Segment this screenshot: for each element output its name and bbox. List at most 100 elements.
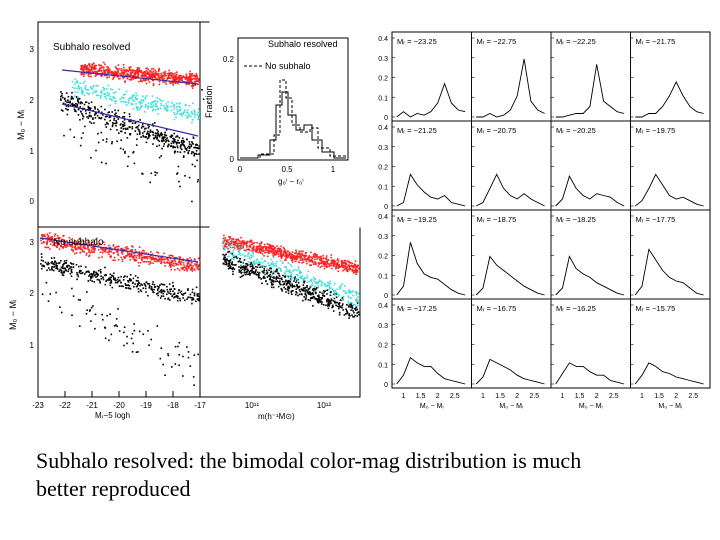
scatter-point-red (149, 74, 151, 76)
scatter-point-cyan (275, 263, 277, 265)
scatter-point-red (84, 68, 86, 71)
scatter-point-red (75, 240, 78, 243)
slide-caption: Subhalo resolved: the bimodal color-mag … (36, 447, 696, 503)
scatter-point-black (100, 277, 102, 280)
scatter-point-red (348, 264, 350, 266)
scatter-point-cyan (77, 85, 80, 87)
scatter-point-black (71, 103, 73, 105)
scatter-point-black (289, 275, 292, 278)
scatter-point-cyan (156, 105, 159, 108)
scatter-point-black (187, 152, 190, 155)
scatter-point-black (123, 276, 125, 279)
scatter-point-black (158, 286, 160, 288)
scatter-point-black (62, 96, 64, 99)
scatter-point-cyan (90, 87, 93, 90)
scatter-point-cyan (84, 88, 86, 90)
scatter-point-red (112, 259, 114, 261)
scatter-point-red (82, 240, 85, 243)
scatter-point-red (196, 76, 198, 78)
scatter-point-red (175, 264, 177, 266)
scatter-point-red (122, 250, 124, 253)
scatter-point-red (353, 271, 356, 273)
scatter-point-black (139, 119, 141, 121)
scatter-point-black (124, 275, 126, 277)
scatter-point-black (180, 144, 182, 146)
scatter-point-red (268, 243, 271, 246)
scatter-point-red (65, 243, 67, 246)
scatter-point-black (172, 284, 174, 287)
scatter-point-red (74, 252, 76, 255)
scatter-point-red (291, 259, 294, 262)
scatter-point-cyan (187, 112, 189, 115)
scatter-point-black (140, 136, 142, 138)
scatter-point-black (240, 267, 242, 269)
scatter-point-black (156, 136, 158, 139)
scatter-point-red (344, 265, 346, 267)
scatter-point-red (313, 253, 315, 256)
scatter-point-cyan (297, 279, 299, 282)
scatter-point-red (48, 237, 50, 240)
scatter-point-red (262, 246, 265, 248)
scatter-point-cyan (74, 91, 76, 93)
scatter-point-red (67, 245, 69, 247)
scatter-point-red (133, 256, 135, 259)
scatter-point-black (183, 141, 185, 143)
scatter-point-red (169, 73, 171, 76)
scatter-point-black (345, 310, 348, 312)
scatter-point-red (47, 235, 50, 237)
scatter-point-cyan (231, 243, 234, 246)
scatter-point-cyan (197, 111, 199, 114)
scatter-point-cyan (296, 273, 298, 276)
scatter-point-black (312, 305, 314, 307)
scatter-point-black (51, 268, 53, 271)
grid-x-tick: 1.5 (416, 393, 426, 400)
scatter-point-red (270, 251, 272, 253)
scatter-point-black (115, 279, 117, 282)
x-tick-left: -18 (167, 401, 179, 410)
scatter-point-red (88, 64, 91, 67)
scatter-point-red (174, 269, 176, 271)
scatter-point-black (86, 291, 88, 293)
scatter-point-red (308, 260, 311, 263)
scatter-point-red (179, 263, 182, 266)
scatter-point-black (297, 286, 299, 288)
scatter-point-black (169, 288, 171, 291)
scatter-point-red (160, 77, 162, 79)
scatter-point-red (187, 261, 190, 263)
scatter-point-red (121, 251, 123, 254)
scatter-point-black (284, 276, 286, 278)
scatter-point-black (148, 125, 150, 128)
scatter-point-black (85, 271, 87, 274)
scatter-point-red (287, 254, 289, 256)
scatter-point-cyan (88, 92, 91, 95)
scatter-point-cyan (89, 86, 92, 88)
scatter-point-black (226, 259, 228, 262)
scatter-point-red (185, 266, 187, 269)
scatter-point-black (158, 156, 161, 159)
scatter-point-black (71, 287, 73, 290)
scatter-point-cyan (135, 103, 137, 105)
scatter-point-black (176, 299, 179, 302)
scatter-point-black (169, 135, 172, 138)
scatter-point-cyan (304, 277, 307, 279)
scatter-point-black (188, 146, 191, 148)
scatter-point-black (84, 110, 87, 112)
scatter-point-red (89, 66, 91, 68)
scatter-point-red (43, 241, 45, 244)
scatter-point-black (92, 305, 94, 307)
scatter-point-black (94, 114, 96, 116)
scatter-point-red (164, 75, 166, 77)
scatter-point-black (167, 145, 169, 147)
scatter-point-red (95, 64, 97, 67)
scatter-point-black (144, 136, 147, 138)
scatter-point-black (109, 273, 112, 276)
scatter-point-black (198, 297, 200, 300)
scatter-point-black (127, 280, 129, 282)
scatter-point-black (259, 276, 261, 279)
scatter-point-black (67, 105, 70, 108)
scatter-point-cyan (241, 247, 244, 250)
scatter-point-red (280, 252, 282, 254)
scatter-point-red (144, 73, 147, 75)
scatter-point-black (139, 284, 141, 287)
scatter-point-black (90, 157, 92, 159)
